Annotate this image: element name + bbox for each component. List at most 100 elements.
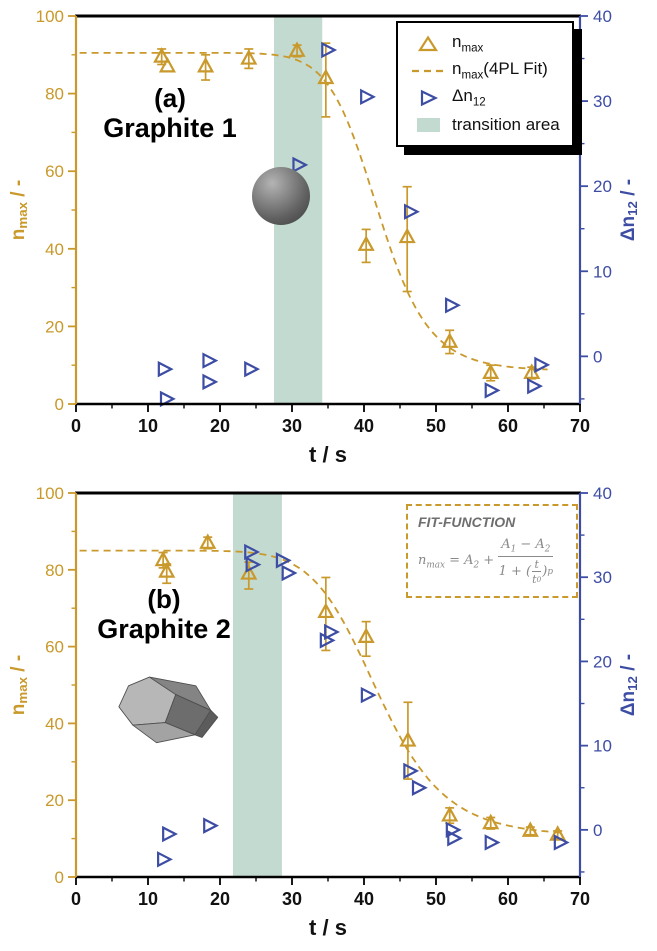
svg-text:80: 80 (45, 85, 64, 104)
fit-curve (79, 52, 548, 371)
dn12-point (245, 556, 262, 573)
svg-text:30: 30 (593, 92, 612, 111)
nmax-point (398, 227, 416, 244)
svg-text:70: 70 (570, 889, 590, 909)
right-y-axis-title: Δn12 / - (618, 654, 640, 716)
svg-text:20: 20 (593, 652, 612, 671)
x-axis-title: t / s (309, 442, 347, 467)
dn12-point (534, 356, 551, 374)
svg-text:60: 60 (45, 162, 64, 181)
formula-inner-num: t (532, 557, 541, 572)
svg-text:20: 20 (593, 177, 612, 196)
dn12-series (157, 41, 551, 408)
dn12-point (403, 762, 420, 780)
svg-text:30: 30 (593, 568, 612, 587)
triangle-up-icon (404, 34, 452, 54)
dn12-point (159, 390, 176, 408)
nmax-point (441, 805, 459, 822)
left-y-axis-title: nmax / - (8, 180, 30, 240)
nmax-point (317, 68, 335, 85)
x-axis-title: t / s (309, 915, 347, 940)
svg-text:0: 0 (593, 821, 602, 840)
svg-text:30: 30 (282, 416, 302, 436)
svg-text:70: 70 (570, 416, 590, 436)
legend-item-fit: nmax(4PL Fit) (404, 57, 566, 84)
dn12-point (203, 817, 219, 834)
svg-text:10: 10 (593, 737, 612, 756)
dn12-point (244, 360, 261, 378)
svg-text:50: 50 (426, 889, 446, 909)
legend-label: transition area (452, 114, 560, 134)
formula-numerator: A1 − A2 (498, 537, 554, 557)
nmax-point (240, 49, 258, 65)
svg-text:0: 0 (71, 416, 81, 436)
svg-text:0: 0 (55, 868, 64, 887)
fit-function-box: FIT-FUNCTION nmax = A2 + A1 − A2 1 + ( t… (406, 504, 578, 598)
left-y-axis-title: nmax / - (8, 655, 30, 715)
formula-den-close: ) (542, 564, 548, 580)
left-y-axis: 0 20 40 60 80 100 (36, 484, 76, 887)
nmax-point (153, 47, 171, 63)
svg-text:40: 40 (45, 240, 64, 259)
dn12-point (281, 564, 298, 582)
dn12-point (553, 834, 570, 851)
panel-a-sample-name: Graphite 1 (103, 113, 237, 144)
svg-text:80: 80 (45, 561, 64, 580)
x-axis: 0 10 20 30 40 50 60 70 (71, 404, 590, 436)
legend-item-dn12: Δn12 (404, 84, 566, 111)
nmax-point (317, 602, 335, 619)
left-y-axis: 0 20 40 60 80 100 (36, 7, 76, 414)
svg-text:0: 0 (593, 347, 602, 366)
legend: nmax nmax(4PL Fit) Δn12 transition area (396, 21, 574, 147)
dn12-point (360, 686, 377, 704)
dn12-point (157, 851, 173, 868)
dn12-point (275, 552, 292, 569)
fit-function-title: FIT-FUNCTION (418, 514, 516, 530)
svg-text:20: 20 (45, 317, 64, 336)
nmax-point (240, 564, 258, 580)
svg-text:20: 20 (210, 889, 230, 909)
dn12-point (157, 360, 174, 378)
svg-text:10: 10 (593, 262, 612, 281)
svg-text:60: 60 (45, 638, 64, 657)
panel-b: 0 10 20 30 40 50 60 70 t / s 0 20 40 60 80 100 nmax / -… (0, 477, 657, 951)
dn12-point (445, 821, 462, 839)
dn12-point (447, 830, 464, 847)
dn12-series (157, 543, 570, 868)
dn12-point (292, 156, 309, 174)
dn12-point (324, 623, 340, 641)
dn12-point (244, 543, 261, 561)
formula-exponent: p (547, 566, 553, 577)
legend-label: nmax(4PL Fit) (452, 59, 548, 82)
graphite2-polyhedron-image (118, 676, 219, 744)
svg-text:40: 40 (593, 7, 612, 26)
right-y-axis: 0 10 20 30 40 (580, 484, 612, 873)
graphite1-sphere-image (252, 167, 310, 225)
right-y-axis-title: Δn12 / - (618, 179, 640, 241)
dn12-point (484, 382, 501, 399)
svg-text:30: 30 (282, 889, 302, 909)
panel-b-label: (b) Graphite 2 (64, 584, 264, 645)
svg-text:20: 20 (45, 791, 64, 810)
right-y-axis: 0 10 20 30 40 (580, 7, 612, 400)
svg-text:20: 20 (210, 416, 230, 436)
panel-b-letter: (b) (147, 584, 181, 614)
x-axis: 0 10 20 30 40 50 60 70 (71, 877, 590, 909)
nmax-point (158, 562, 176, 578)
nmax-point (154, 550, 172, 567)
legend-item-transition: transition area (404, 111, 566, 138)
panel-b-sample-name: Graphite 2 (97, 614, 231, 645)
dn12-point (445, 297, 461, 314)
nmax-point (482, 813, 500, 830)
svg-text:50: 50 (426, 416, 446, 436)
nmax-point (199, 533, 217, 549)
nmax-point (158, 56, 176, 73)
dn12-point (162, 825, 178, 843)
dn12-point (484, 834, 501, 851)
svg-text:60: 60 (498, 416, 518, 436)
